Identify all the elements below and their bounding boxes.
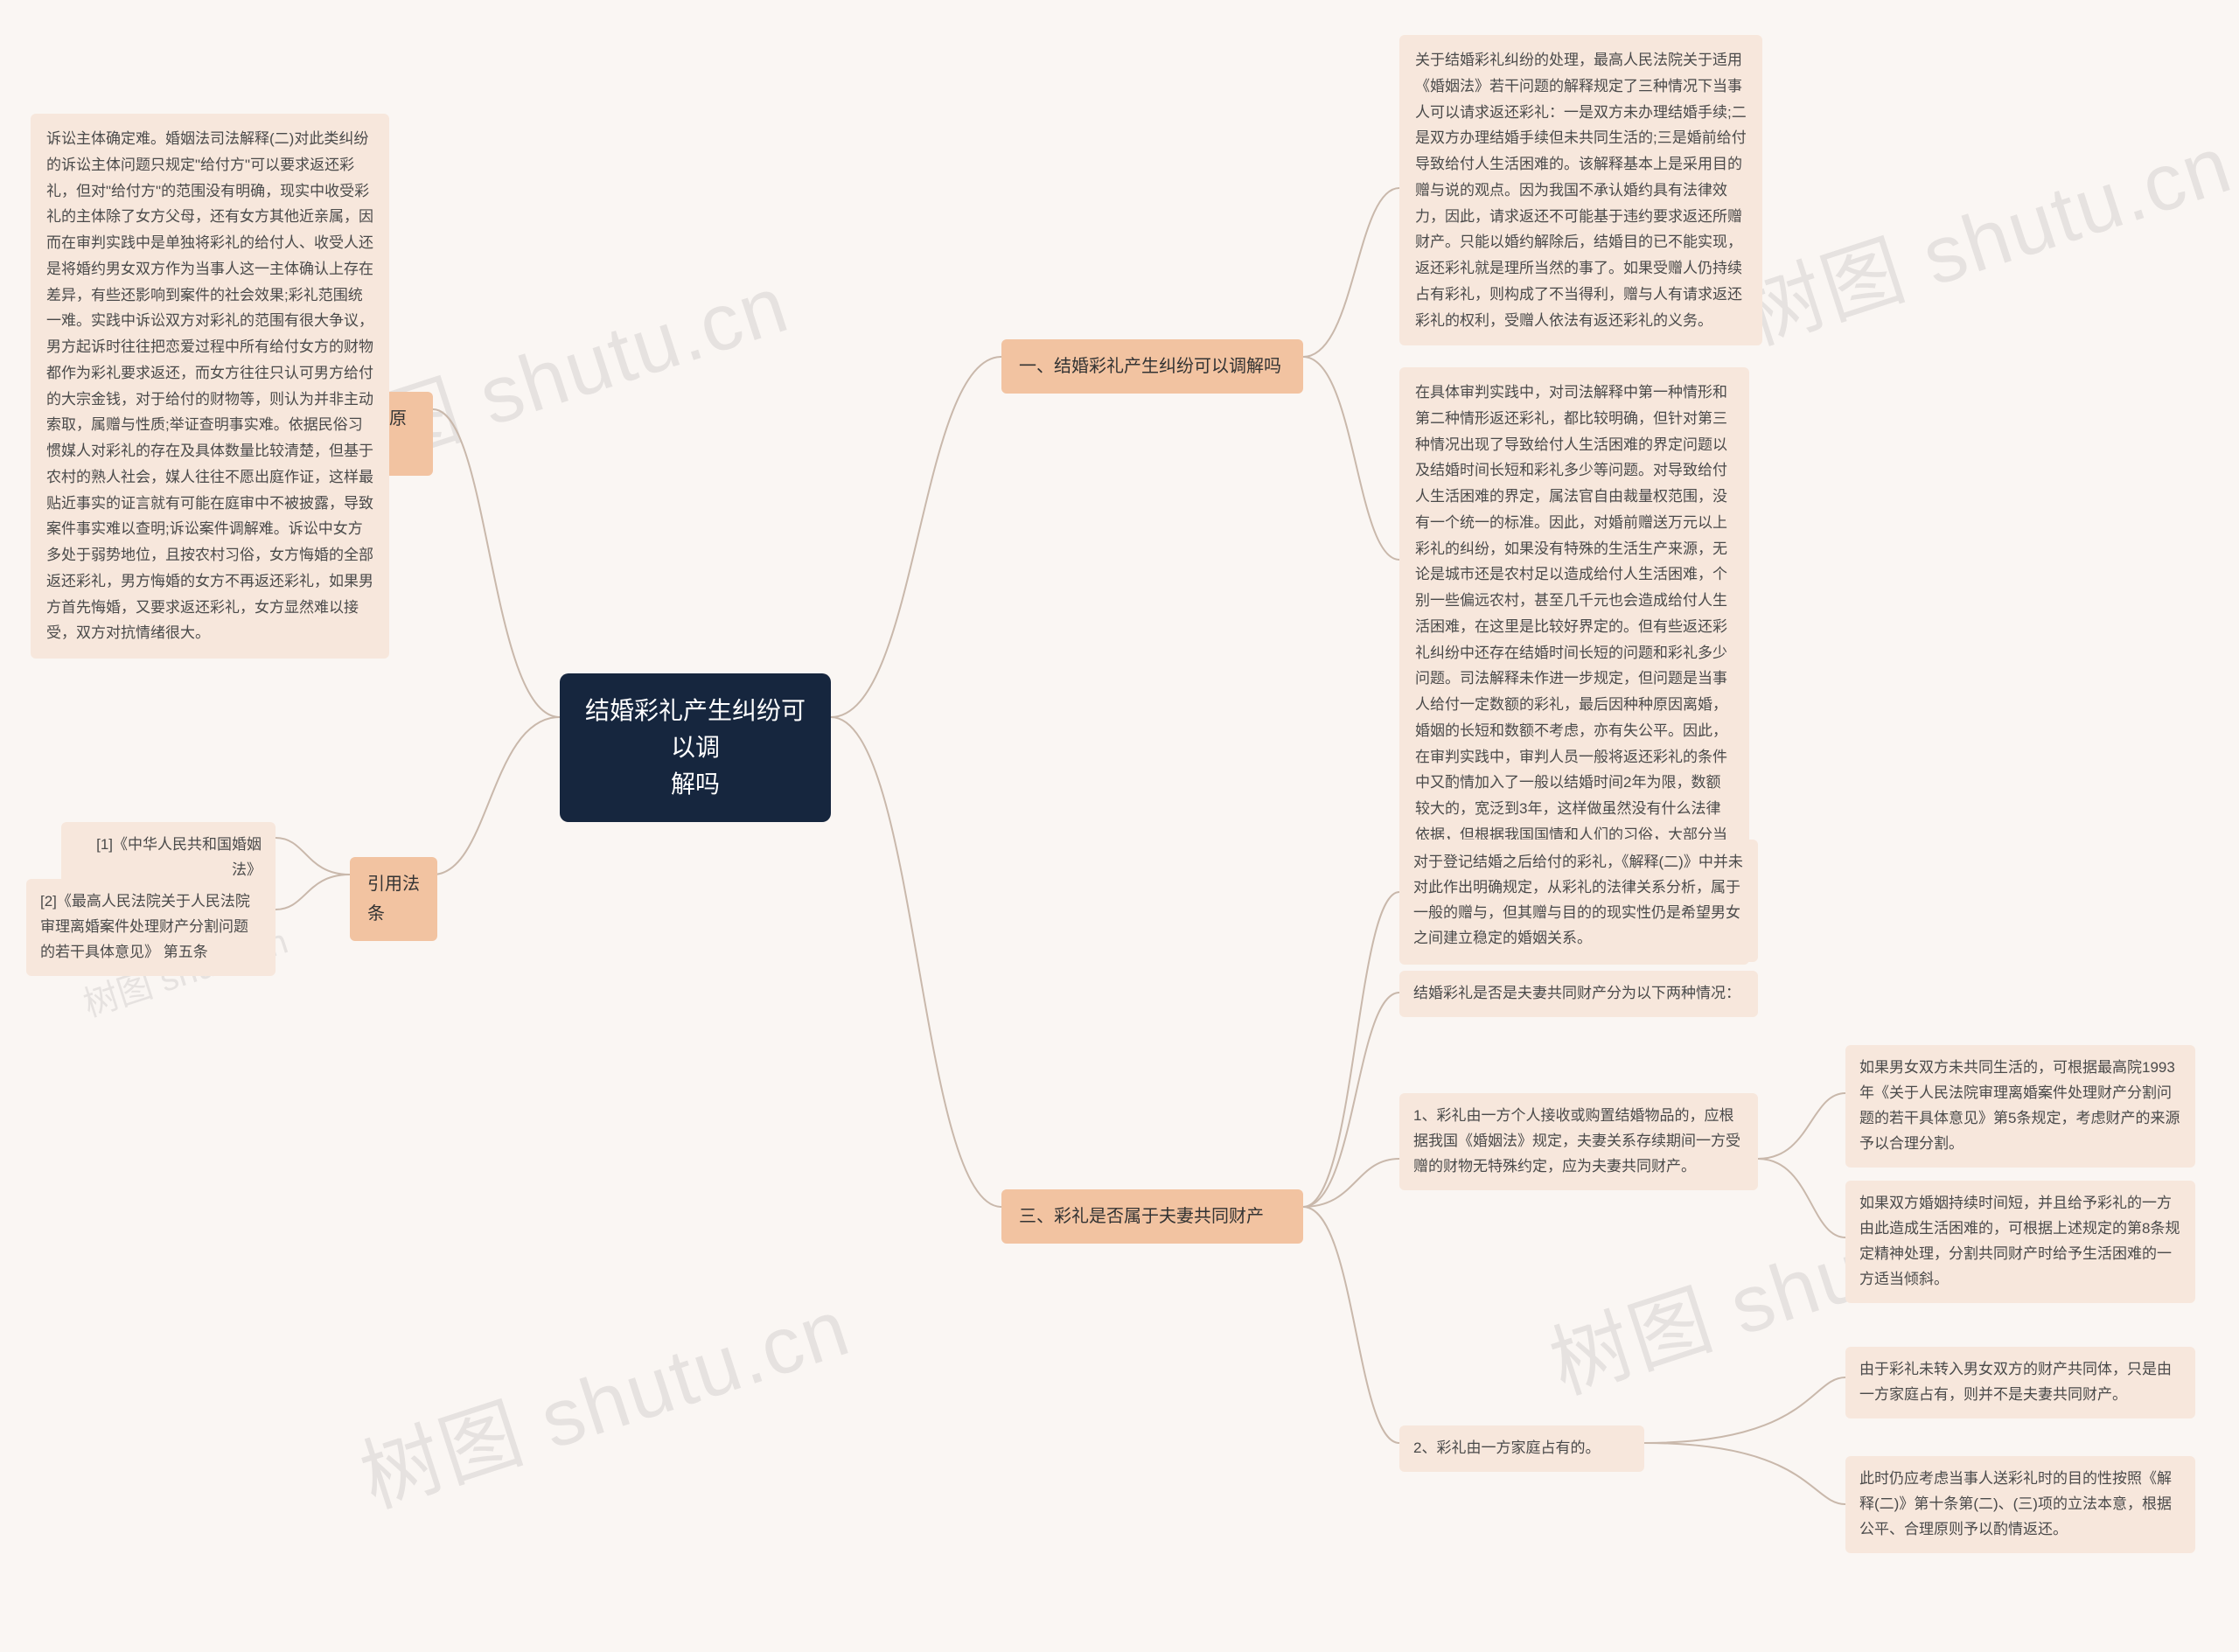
root-line2: 解吗 bbox=[671, 770, 720, 798]
leaf-s3-sub2-b: 此时仍应考虑当事人送彩礼时的目的性按照《解释(二)》第十条第(二)、(三)项的立… bbox=[1845, 1456, 2195, 1553]
branch-citations: 引用法条 bbox=[350, 857, 437, 941]
leaf-s3-sub2-a: 由于彩礼未转入男女双方的财产共同体，只是由一方家庭占有，则并不是夫妻共同财产。 bbox=[1845, 1347, 2195, 1418]
watermark: 树图 shutu.cn bbox=[345, 1263, 862, 1530]
watermark: 树图 shutu.cn bbox=[1726, 100, 2239, 367]
leaf-s3-sub1: 1、彩礼由一方个人接收或购置结婚物品的，应根据我国《婚姻法》规定，夫妻关系存续期… bbox=[1399, 1093, 1758, 1190]
branch-section-1: 一、结婚彩礼产生纠纷可以调解吗 bbox=[1001, 339, 1303, 394]
leaf-citation-2: [2]《最高人民法院关于人民法院审理离婚案件处理财产分割问题的若干具体意见》 第… bbox=[26, 879, 276, 976]
leaf-s1-p1: 关于结婚彩礼纠纷的处理，最高人民法院关于适用《婚姻法》若干问题的解释规定了三种情… bbox=[1399, 35, 1762, 345]
leaf-s3-p1: 对于登记结婚之后给付的彩礼，《解释(二)》中并未对此作出明确规定，从彩礼的法律关… bbox=[1399, 840, 1758, 962]
root-line1: 结婚彩礼产生纠纷可以调 bbox=[585, 697, 806, 761]
root-node: 结婚彩礼产生纠纷可以调 解吗 bbox=[560, 673, 831, 822]
leaf-s3-sub2: 2、彩礼由一方家庭占有的。 bbox=[1399, 1425, 1644, 1472]
leaf-s3-p2: 结婚彩礼是否是夫妻共同财产分为以下两种情况： bbox=[1399, 971, 1758, 1017]
leaf-s3-sub1-a: 如果男女双方未共同生活的，可根据最高院1993年《关于人民法院审理离婚案件处理财… bbox=[1845, 1045, 2195, 1168]
leaf-s2-p1: 诉讼主体确定难。婚姻法司法解释(二)对此类纠纷的诉讼主体问题只规定"给付方"可以… bbox=[31, 114, 389, 659]
leaf-s3-sub1-b: 如果双方婚姻持续时间短，并且给予彩礼的一方由此造成生活困难的，可根据上述规定的第… bbox=[1845, 1181, 2195, 1303]
branch-section-3: 三、彩礼是否属于夫妻共同财产 bbox=[1001, 1189, 1303, 1244]
